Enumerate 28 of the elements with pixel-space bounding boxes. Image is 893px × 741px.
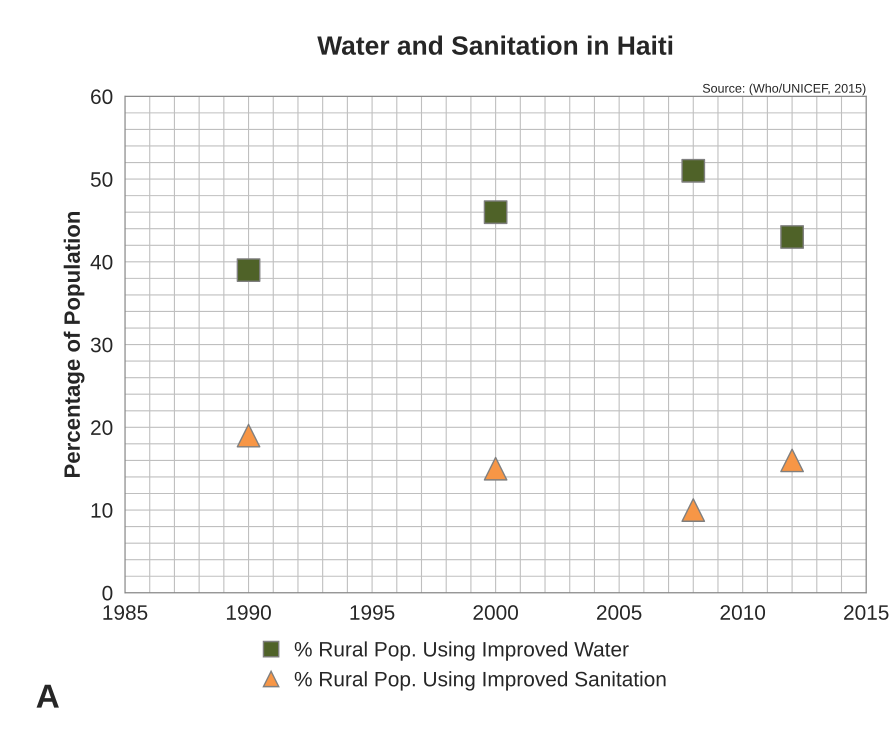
y-axis-title: Percentage of Population bbox=[64, 212, 84, 478]
legend-label: % Rural Pop. Using Improved Sanitation bbox=[294, 671, 666, 691]
text: A bbox=[36, 684, 59, 708]
point bbox=[780, 225, 804, 249]
point bbox=[681, 498, 706, 522]
chart-title: Water and Sanitation in Haiti bbox=[317, 36, 672, 55]
y-tick-label: 30 bbox=[90, 338, 112, 352]
point bbox=[484, 200, 508, 224]
x-tick-label: 2010 bbox=[720, 605, 766, 620]
y-tick-label: 40 bbox=[90, 254, 112, 270]
x-tick-label: 2000 bbox=[473, 605, 518, 620]
x-tick-label: 2005 bbox=[597, 605, 642, 620]
y-tick-label: 0 bbox=[102, 586, 112, 601]
x-tick-label: 1990 bbox=[226, 605, 271, 620]
legend-label: % Rural Pop. Using Improved Water bbox=[294, 641, 629, 661]
x-tick-label: 1985 bbox=[103, 605, 148, 620]
y-tick-label: 60 bbox=[91, 89, 112, 104]
source-note: Source: (Who/UNICEF, 2015) bbox=[702, 84, 866, 96]
point bbox=[236, 258, 260, 282]
point bbox=[236, 424, 260, 448]
y-tick-label: 50 bbox=[90, 172, 112, 187]
x-tick-label: 2015 bbox=[844, 605, 889, 620]
x-tick-label: 1995 bbox=[350, 605, 394, 620]
point bbox=[780, 448, 804, 472]
point bbox=[484, 456, 508, 481]
y-tick-label: 10 bbox=[92, 503, 112, 518]
y-tick-label: 20 bbox=[91, 420, 112, 436]
point bbox=[681, 158, 706, 183]
